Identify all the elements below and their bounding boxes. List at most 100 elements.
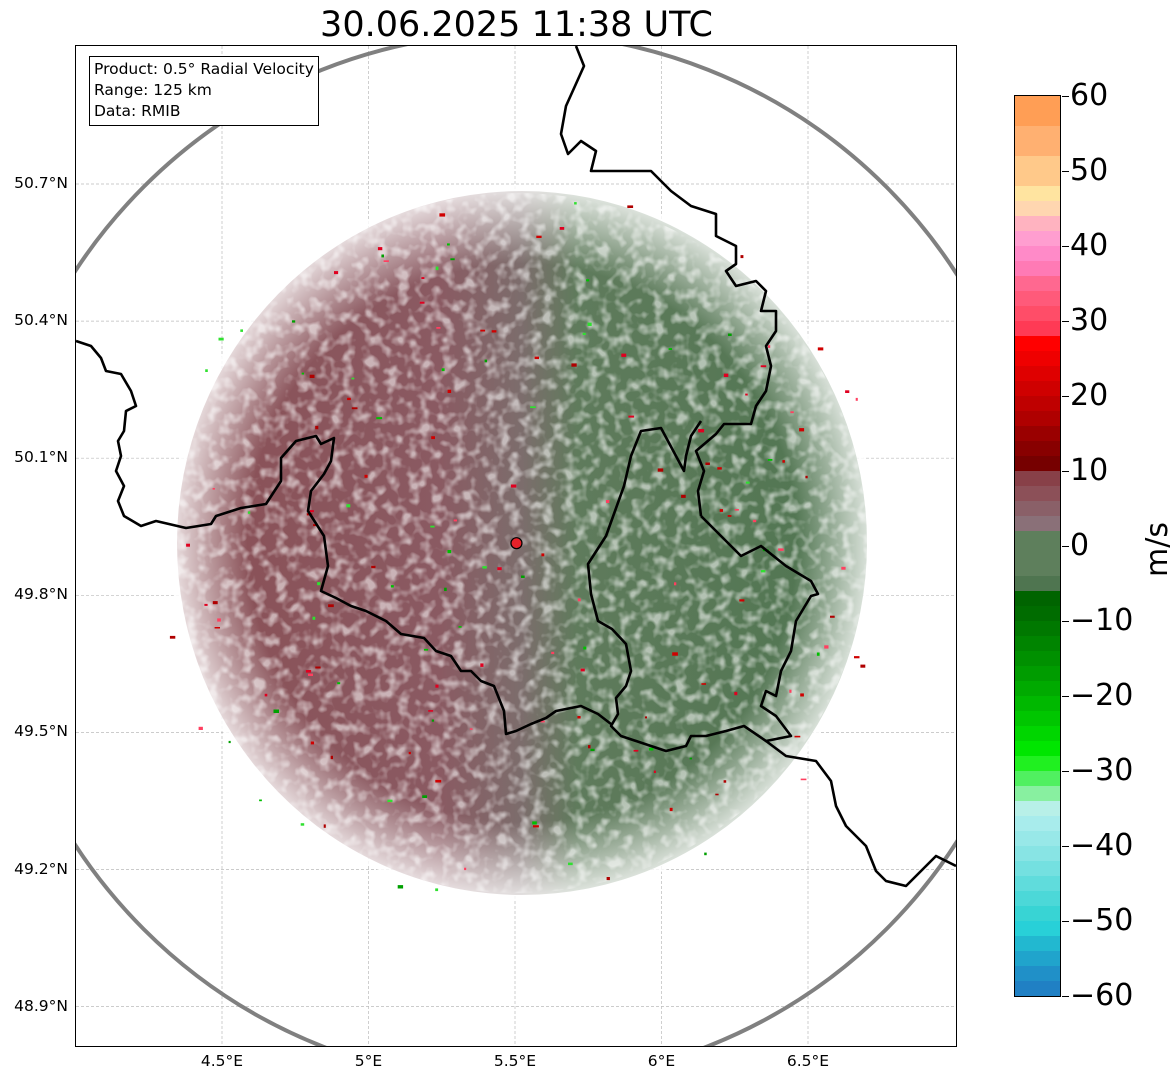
colorbar-tick [1062,696,1069,697]
colorbar-band [1015,951,1060,967]
colorbar-tick-label: 30 [1070,303,1109,338]
radar-map[interactable] [75,45,957,1047]
velocity-speckle [583,646,587,650]
velocity-speckle [381,254,384,258]
velocity-speckle [240,329,243,332]
colorbar-tick-label: 20 [1070,378,1109,413]
velocity-speckle [768,345,771,348]
velocity-speckle [767,459,773,461]
velocity-speckle [532,821,537,825]
velocity-speckle [653,770,656,773]
velocity-speckle [439,213,446,217]
velocity-speckle [701,683,706,685]
velocity-speckle [541,553,545,557]
velocity-speckle [212,488,215,490]
velocity-speckle [376,417,383,420]
velocity-speckle [790,411,794,414]
radar-site-marker[interactable] [510,537,523,550]
colorbar-band [1015,756,1060,772]
colorbar-band [1015,96,1060,127]
velocity-speckle [328,604,334,608]
colorbar-band [1015,696,1060,712]
colorbar-tick-label: −60 [1070,978,1134,1013]
velocity-speckle [588,745,591,749]
velocity-speckle [854,656,860,659]
colorbar-band [1015,861,1060,877]
velocity-speckle [536,235,542,238]
velocity-speckle [264,693,268,697]
velocity-speckle [745,481,750,484]
colorbar-band [1015,846,1060,862]
velocity-speckle [533,825,539,828]
velocity-speckle [580,668,585,672]
velocity-speckle [719,509,723,512]
velocity-speckle [800,778,807,781]
velocity-speckle [309,510,314,513]
velocity-speckle [204,603,208,606]
velocity-speckle [317,582,321,586]
velocity-speckle [715,793,719,796]
velocity-speckle [247,511,251,514]
colorbar-band [1015,786,1060,802]
velocity-speckle [273,709,279,713]
velocity-speckle [364,474,368,478]
velocity-speckle [458,626,462,628]
velocity-speckle [734,509,739,511]
velocity-speckle [845,390,850,393]
velocity-speckle [510,484,517,488]
velocity-speckle [259,799,262,802]
colorbar-tick [1062,471,1069,472]
colorbar-band [1015,381,1060,397]
velocity-speckle [198,726,203,730]
velocity-speckle [789,689,792,693]
lon-tick-label: 6°E [647,1052,676,1070]
colorbar-band [1015,651,1060,667]
colorbar-tick-label: −30 [1070,753,1134,788]
colorbar-band [1015,321,1060,337]
colorbar-band [1015,396,1060,412]
velocity-speckle [860,664,866,668]
map-title: 30.06.2025 11:38 UTC [320,5,713,45]
velocity-speckle [301,372,304,375]
velocity-speckle [428,710,434,712]
velocity-speckle [704,852,707,856]
colorbar-band [1015,576,1060,592]
colorbar-band [1015,261,1060,277]
colorbar-band [1015,126,1060,157]
velocity-speckle [217,618,221,622]
colorbar-band [1015,276,1060,292]
border-belgium-germany [559,46,778,517]
velocity-speckle [347,397,351,401]
velocity-speckle [218,337,224,341]
velocity-speckle [782,460,785,463]
lat-tick-label: 49.2°N [14,859,68,878]
velocity-speckle [734,691,738,696]
colorbar-band [1015,471,1060,487]
velocity-speckle [214,627,220,629]
colorbar-tick [1062,846,1069,847]
colorbar-band [1015,441,1060,457]
velocity-speckle [315,425,319,430]
velocity-speckle [727,515,732,517]
velocity-speckle [346,504,351,508]
info-product: Product: 0.5° Radial Velocity [94,60,314,78]
velocity-speckle [568,862,573,866]
colorbar-band [1015,501,1060,517]
velocity-speckle [794,735,801,738]
velocity-speckle [841,566,846,570]
velocity-speckle [606,877,610,881]
velocity-speckle [689,757,692,760]
colorbar-band [1015,936,1060,952]
velocity-speckle [739,599,745,602]
velocity-speckle [212,601,218,605]
velocity-speckle [534,356,539,360]
velocity-speckle [723,373,729,377]
velocity-speckle [648,747,654,751]
velocity-speckle [431,719,434,722]
border-france-germany [765,739,956,888]
velocity-speckle [453,519,457,522]
velocity-field [167,185,874,901]
colorbar-band [1015,771,1060,787]
colorbar-band [1015,411,1060,427]
colorbar-band [1015,456,1060,472]
